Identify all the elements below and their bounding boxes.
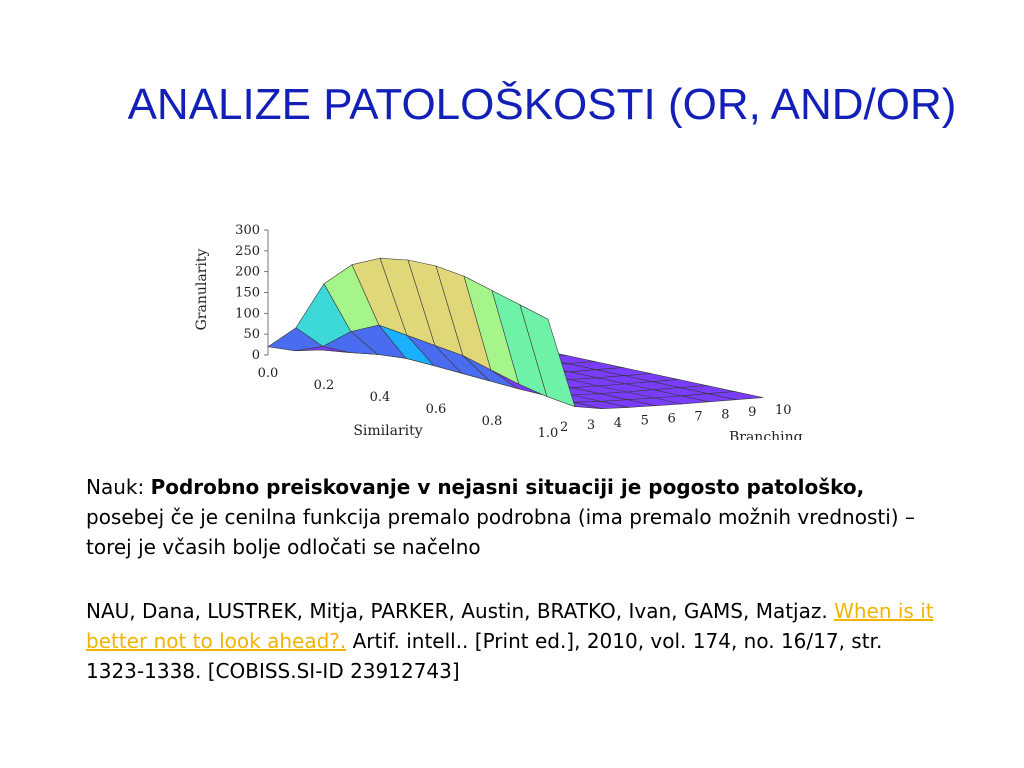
z-tick-label: 150 xyxy=(235,286,260,301)
z-tick-label: 50 xyxy=(243,327,260,342)
y-tick-label: 7 xyxy=(694,409,702,424)
z-tick-label: 100 xyxy=(235,306,260,321)
z-tick-label: 200 xyxy=(235,265,260,280)
lesson-rest-text: posebej če je cenilna funkcija premalo p… xyxy=(86,505,915,559)
citation-link[interactable]: When is it better not to look ahead?. xyxy=(86,599,934,653)
y-tick-label: 5 xyxy=(641,414,649,429)
x-tick-label: 0.8 xyxy=(482,414,503,429)
surface-chart: 0 50 100 150 200 250 300 0.0 0.2 0.4 0.6 0.8 1.0 2 3 4 5… xyxy=(194,223,803,440)
y-tick-label: 3 xyxy=(587,418,595,433)
y-tick-label: 2 xyxy=(560,420,568,435)
z-tick-label: 300 xyxy=(235,223,260,238)
citation-authors: NAU, Dana, LUSTREK, Mitja, PARKER, Austi… xyxy=(86,599,835,623)
y-tick-label: 8 xyxy=(721,407,729,422)
z-tick-label: 250 xyxy=(235,244,260,259)
y-tick-label: 9 xyxy=(748,405,756,420)
z-tick-label: 0 xyxy=(252,348,260,363)
citation-details: Artif. intell.. [Print ed.], 2010, vol. … xyxy=(86,629,883,683)
y-tick-label: 6 xyxy=(668,412,676,427)
slide-title: ANALIZE PATOLOŠKOSTI (OR, AND/OR) xyxy=(127,80,957,129)
lesson-bold-text: Podrobno preiskovanje v nejasni situacij… xyxy=(150,475,865,499)
y-tick-label: 4 xyxy=(614,416,622,431)
x-axis-label: Similarity xyxy=(353,423,422,439)
lesson-paragraph: Nauk: Podrobno preiskovanje v nejasni si… xyxy=(86,472,946,562)
lesson-prefix: Nauk: xyxy=(86,475,151,499)
citation-paragraph: NAU, Dana, LUSTREK, Mitja, PARKER, Austi… xyxy=(86,596,946,686)
surface-patch xyxy=(519,304,576,408)
x-tick-label: 0.4 xyxy=(370,390,391,405)
z-axis-label: Granularity xyxy=(194,249,210,331)
x-tick-label: 0.6 xyxy=(426,402,447,417)
x-tick-label: 1.0 xyxy=(538,426,559,440)
y-axis-label: Branching xyxy=(729,429,803,440)
x-tick-label: 0.2 xyxy=(314,378,335,393)
y-tick-label: 10 xyxy=(775,403,792,418)
x-tick-label: 0.0 xyxy=(258,366,279,381)
